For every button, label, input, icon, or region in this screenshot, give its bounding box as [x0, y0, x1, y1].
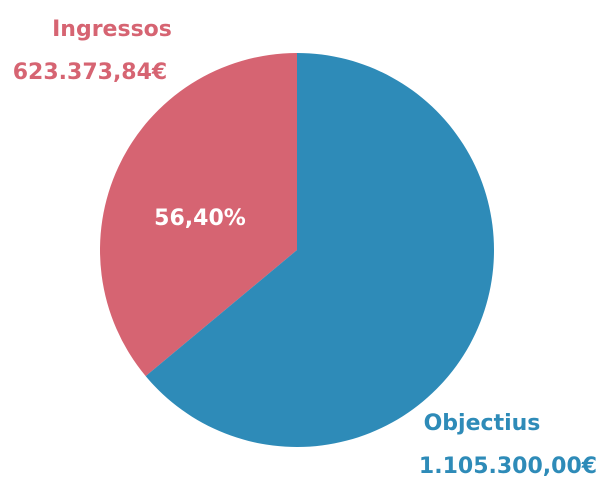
value-label: 623.373,84€: [13, 60, 167, 85]
value-label: 1.105.300,00€: [419, 454, 597, 479]
category-label: Objectius: [424, 411, 541, 436]
category-label: Ingressos: [52, 17, 172, 42]
pie-slice: [100, 53, 297, 377]
annotation: 56,40%: [154, 206, 246, 231]
pie-slice: [145, 53, 494, 448]
